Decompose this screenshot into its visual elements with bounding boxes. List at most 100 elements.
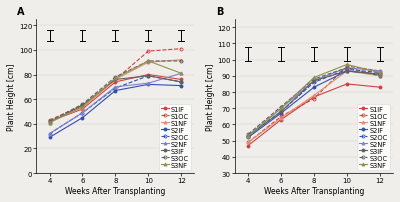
- S2IF: [312, 86, 316, 89]
- S1NF: [179, 59, 184, 62]
- Line: S1IF: S1IF: [48, 74, 183, 123]
- S3IF: [146, 75, 151, 78]
- S1NF: [312, 95, 316, 97]
- S2IF: [80, 117, 85, 119]
- S1IF: [279, 119, 284, 121]
- S2IF: [344, 70, 349, 73]
- S2OC: [246, 135, 250, 137]
- S3OC: [113, 76, 118, 79]
- S2NF: [312, 80, 316, 82]
- S1IF: [179, 79, 184, 81]
- Y-axis label: Plant Height [cm]: Plant Height [cm]: [206, 63, 214, 130]
- S3OC: [279, 106, 284, 108]
- S2OC: [312, 82, 316, 84]
- S2IF: [378, 74, 382, 76]
- Line: S2OC: S2OC: [247, 68, 382, 138]
- S3NF: [80, 106, 85, 108]
- S3NF: [312, 77, 316, 79]
- S1OC: [246, 141, 250, 144]
- S1OC: [80, 105, 85, 107]
- Line: S3NF: S3NF: [48, 60, 183, 124]
- S3NF: [47, 122, 52, 124]
- S2OC: [279, 111, 284, 113]
- S1NF: [80, 107, 85, 109]
- S1NF: [246, 141, 250, 144]
- Text: A: A: [18, 7, 25, 17]
- S2NF: [80, 112, 85, 114]
- S2IF: [113, 90, 118, 92]
- S3NF: [378, 72, 382, 74]
- S3NF: [344, 64, 349, 66]
- S3OC: [47, 121, 52, 123]
- S1NF: [279, 117, 284, 120]
- S2NF: [47, 133, 52, 135]
- S2IF: [146, 84, 151, 86]
- S1IF: [47, 121, 52, 123]
- S2NF: [179, 73, 184, 75]
- S1IF: [312, 96, 316, 99]
- S3IF: [344, 70, 349, 73]
- S1NF: [47, 121, 52, 123]
- S1OC: [279, 116, 284, 118]
- S3OC: [80, 103, 85, 106]
- S1OC: [312, 98, 316, 100]
- S1OC: [344, 66, 349, 68]
- S3NF: [179, 73, 184, 75]
- S2NF: [344, 67, 349, 69]
- S1IF: [246, 145, 250, 147]
- S3IF: [179, 81, 184, 84]
- S2NF: [279, 107, 284, 110]
- Y-axis label: Plant Height [cm]: Plant Height [cm]: [7, 63, 16, 130]
- S1NF: [344, 70, 349, 73]
- S3IF: [378, 74, 382, 76]
- Legend: S1IF, S1OC, S1NF, S2IF, S2OC, S2NF, S3IF, S3OC, S3NF: S1IF, S1OC, S1NF, S2IF, S2OC, S2NF, S3IF…: [358, 104, 390, 170]
- Legend: S1IF, S1OC, S1NF, S2IF, S2OC, S2NF, S3IF, S3OC, S3NF: S1IF, S1OC, S1NF, S2IF, S2OC, S2NF, S3IF…: [159, 104, 191, 170]
- Line: S3NF: S3NF: [247, 64, 382, 138]
- S2IF: [47, 137, 52, 139]
- Line: S3IF: S3IF: [247, 70, 382, 138]
- S2OC: [344, 69, 349, 71]
- S1NF: [378, 75, 382, 78]
- S1NF: [146, 62, 151, 64]
- S1IF: [80, 108, 85, 111]
- S3OC: [179, 60, 184, 63]
- S2OC: [113, 87, 118, 90]
- Line: S3OC: S3OC: [247, 67, 382, 136]
- Line: S1OC: S1OC: [247, 65, 382, 144]
- S2NF: [146, 83, 151, 85]
- S2NF: [378, 70, 382, 73]
- S3IF: [113, 79, 118, 81]
- S3NF: [146, 60, 151, 63]
- S2OC: [378, 72, 382, 74]
- S2IF: [279, 112, 284, 115]
- Line: S1NF: S1NF: [247, 70, 382, 144]
- S3OC: [378, 75, 382, 78]
- S3OC: [146, 60, 151, 63]
- Text: B: B: [216, 7, 224, 17]
- X-axis label: Weeks After Transplanting: Weeks After Transplanting: [264, 186, 364, 195]
- S1IF: [146, 74, 151, 76]
- Line: S2IF: S2IF: [48, 83, 183, 139]
- S1NF: [113, 79, 118, 81]
- S3IF: [246, 135, 250, 137]
- S1OC: [47, 119, 52, 122]
- S2IF: [179, 85, 184, 87]
- S2NF: [113, 86, 118, 89]
- S1IF: [378, 86, 382, 89]
- S3NF: [246, 135, 250, 137]
- S3OC: [312, 78, 316, 81]
- Line: S1OC: S1OC: [48, 48, 183, 122]
- S1IF: [113, 81, 118, 84]
- S3NF: [279, 107, 284, 110]
- S2OC: [179, 81, 184, 84]
- S2NF: [246, 135, 250, 137]
- Line: S1NF: S1NF: [48, 59, 183, 123]
- Line: S2IF: S2IF: [247, 70, 382, 139]
- S3NF: [113, 78, 118, 80]
- S1OC: [146, 51, 151, 53]
- S2IF: [246, 137, 250, 139]
- Line: S1IF: S1IF: [247, 83, 382, 147]
- Line: S2OC: S2OC: [48, 75, 183, 136]
- Line: S3IF: S3IF: [48, 75, 183, 124]
- S1IF: [344, 83, 349, 86]
